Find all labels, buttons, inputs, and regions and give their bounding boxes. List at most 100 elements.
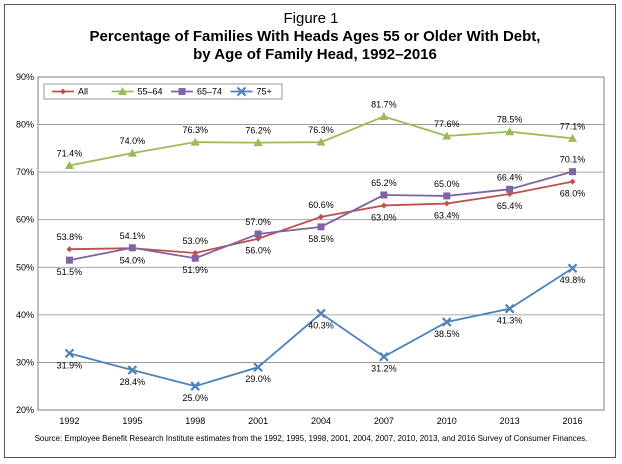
data-label: 31.9% [57, 360, 83, 370]
data-point [380, 202, 387, 209]
y-tick-label: 80% [16, 120, 34, 130]
data-point [569, 178, 576, 185]
data-label: 28.4% [120, 377, 146, 387]
data-point [504, 303, 515, 314]
data-point [316, 308, 326, 319]
data-label: 51.9% [182, 265, 208, 275]
data-point [569, 168, 577, 176]
figure-label: Figure 1 [283, 10, 339, 27]
data-point [254, 230, 262, 238]
x-tick-label: 2016 [563, 416, 583, 426]
chart-title-line-2: by Age of Family Head, 1992–2016 [193, 46, 437, 63]
legend-marker [178, 88, 186, 95]
source-note: Source: Employee Benefit Research Instit… [34, 434, 588, 443]
data-point [379, 351, 389, 362]
data-point [568, 133, 578, 142]
data-label: 63.0% [371, 212, 397, 222]
data-label: 40.3% [308, 320, 334, 330]
x-tick-label: 2010 [437, 416, 457, 426]
data-point [253, 362, 263, 372]
y-tick-label: 50% [16, 262, 34, 272]
data-label: 65.4% [497, 201, 523, 211]
data-label: 77.1% [560, 121, 586, 131]
data-point [442, 317, 452, 327]
x-tick-label: 2001 [248, 416, 268, 426]
y-tick-label: 30% [16, 357, 34, 367]
data-label: 78.5% [497, 115, 523, 125]
data-label: 66.4% [497, 172, 523, 182]
data-point [443, 192, 451, 200]
data-label: 77.6% [434, 119, 460, 129]
data-label: 38.5% [434, 329, 460, 339]
data-label: 53.0% [182, 236, 208, 246]
data-label: 63.4% [434, 211, 460, 221]
data-point [443, 200, 450, 207]
data-point [505, 127, 515, 136]
data-label: 53.8% [57, 232, 83, 242]
data-label: 41.3% [497, 316, 523, 326]
data-label: 54.1% [120, 231, 146, 241]
data-point [442, 131, 452, 140]
legend-marker [60, 88, 66, 95]
data-point [380, 191, 388, 199]
legend-label: 55–64 [138, 87, 163, 97]
data-point [128, 244, 136, 252]
x-tick-label: 1998 [185, 416, 205, 426]
data-point [190, 381, 200, 391]
plot-area [37, 76, 605, 411]
x-tick-label: 1992 [59, 416, 79, 426]
data-label: 70.1% [560, 155, 586, 165]
chart-title: Percentage of Families With Heads Ages 5… [60, 28, 570, 64]
y-tick-label: 40% [16, 310, 34, 320]
chart-title-line-1: Percentage of Families With Heads Ages 5… [89, 28, 541, 45]
data-label: 81.7% [371, 99, 397, 109]
legend-label: 65–74 [197, 87, 222, 97]
data-label: 56.0% [245, 246, 271, 256]
data-point [191, 254, 199, 262]
legend-label: 75+ [257, 87, 272, 97]
data-point [567, 263, 578, 274]
data-label: 58.5% [308, 234, 334, 244]
y-tick-label: 20% [16, 405, 34, 415]
data-label: 74.0% [120, 136, 146, 146]
data-point [64, 160, 74, 169]
data-label: 76.3% [182, 125, 208, 135]
data-point [64, 348, 75, 359]
data-label: 60.6% [308, 200, 334, 210]
x-tick-label: 2013 [500, 416, 520, 426]
x-tick-label: 2007 [374, 416, 394, 426]
y-tick-label: 60% [16, 215, 34, 225]
x-tick-label: 1995 [122, 416, 142, 426]
data-label: 51.5% [57, 267, 83, 277]
data-label: 76.2% [245, 126, 271, 136]
data-point [127, 148, 137, 157]
data-label: 29.0% [245, 374, 271, 384]
data-point [65, 256, 73, 264]
data-point [316, 137, 326, 146]
data-point [66, 246, 73, 253]
x-tick-label: 2004 [311, 416, 331, 426]
data-point [127, 365, 138, 375]
figure-frame [4, 4, 616, 458]
data-label: 68.0% [560, 189, 586, 199]
legend-marker [118, 87, 127, 95]
data-point [379, 111, 389, 120]
data-label: 65.2% [371, 178, 397, 188]
data-label: 31.2% [371, 364, 397, 374]
data-point [190, 137, 200, 146]
data-label: 76.3% [308, 125, 334, 135]
legend-label: All [78, 87, 88, 97]
data-point [317, 223, 325, 231]
y-tick-label: 70% [16, 167, 34, 177]
data-label: 65.0% [434, 179, 460, 189]
data-label: 57.0% [245, 217, 271, 227]
data-label: 25.0% [182, 393, 208, 403]
data-label: 54.0% [120, 255, 146, 265]
data-point [506, 185, 514, 193]
legend-marker [236, 86, 247, 97]
y-tick-label: 90% [16, 72, 34, 82]
data-label: 71.4% [57, 148, 83, 158]
legend [43, 83, 283, 100]
data-point [253, 138, 263, 147]
